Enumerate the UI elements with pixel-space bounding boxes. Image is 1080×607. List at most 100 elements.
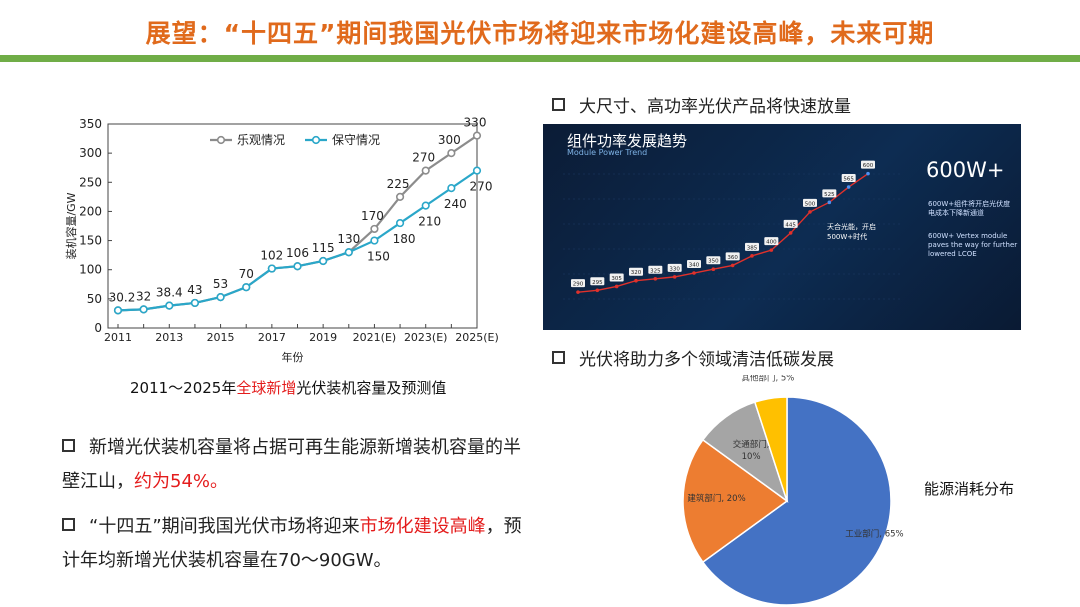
data-point [344,248,353,257]
photo-value-label: 290 [573,282,584,288]
legend-label: 保守情况 [332,133,380,147]
photo-point [769,248,774,252]
photo-point [788,231,793,235]
photo-value-label: 600 [863,163,874,169]
photo-value-label: 325 [650,268,661,274]
data-label: 180 [393,232,416,246]
data-label: 106 [286,246,309,260]
slide-title: 展望：“十四五”期间我国光伏市场将迎来市场化建设高峰，未来可期 [145,19,935,48]
photo-value-tag [764,237,779,246]
data-point [165,301,174,310]
data-label: 130 [337,232,360,246]
photo-point [808,210,812,214]
pie-slice-label: 交通部门, [733,439,770,450]
photo-subtitle: Module Power Trend [567,148,648,157]
pie-slice [682,438,789,564]
bullet-1-text: 新增光伏装机容量将占据可再生能源新增装机容量的半壁江山， [62,437,521,492]
data-point [139,305,148,314]
title-divider [0,55,1080,62]
data-point [242,283,251,292]
pie-slice-label: 其他部门, 5% [741,375,794,384]
data-point [319,256,328,266]
photo-value-label: 320 [631,270,642,276]
pie-slice-label: 10% [742,452,761,462]
data-label: 170 [361,209,384,223]
photo-value-tag [590,277,605,286]
photo-note-en: 600W+ Vertex module paves the way for fu… [928,232,1018,258]
x-tick-label: 2015 [207,331,235,344]
data-label: 270 [470,180,493,194]
photo-value-tag [687,260,701,269]
photo-point [614,284,619,289]
bullet-2-text: “十四五”期间我国光伏市场将迎来 [89,516,360,537]
photo-value-tag [706,256,721,265]
photo-point [576,290,580,294]
caption-prefix: 2011～2025年 [130,379,237,397]
data-label: 115 [312,241,335,255]
x-tick-label: 2023(E) [404,331,448,344]
x-tick-label: 2017 [258,331,286,344]
data-point [395,218,405,228]
data-point [370,224,379,234]
caption-suffix: 光伏装机容量及预测值 [296,379,447,397]
photo-value-label: 565 [843,177,854,183]
legend-marker [216,135,226,145]
photo-point [866,171,870,176]
energy-consumption-pie-chart: 工业部门, 65% 建筑部门, 20% 交通部门, 10% 其他部门, 5% [682,375,904,605]
data-label: 102 [260,249,283,263]
photo-value-label: 340 [689,263,700,269]
pie-slice-label: 建筑部门, 20% [687,493,745,504]
photo-point [846,185,851,189]
right-heading-2: 光伏将助力多个领域清洁低碳发展 [552,345,834,370]
x-axis-label: 年份 [282,350,304,364]
data-point [472,131,482,140]
photo-value-tag [571,279,585,288]
y-tick-label: 50 [87,292,102,306]
data-point [421,201,430,210]
x-tick-label: 2021(E) [353,331,397,344]
y-tick-label: 250 [79,175,102,189]
photo-callout: 天合光能，开启500W+时代 [827,223,876,241]
bullet-square-icon [62,518,75,531]
photo-point [653,276,658,281]
x-tick-label: 2013 [155,331,183,344]
y-tick-label: 200 [79,204,102,218]
photo-value-label: 500 [805,201,816,207]
legend-label: 乐观情况 [237,133,285,147]
data-point [293,262,302,271]
photo-value-label: 385 [747,245,758,251]
y-tick-label: 350 [79,117,102,131]
photo-value-label: 305 [611,276,622,282]
photo-value-label: 330 [669,266,680,272]
photo-value-tag [667,263,682,272]
data-point [472,166,482,175]
pie-slice [753,396,788,502]
photo-value-tag [609,273,624,282]
photo-value-tag [745,242,759,251]
data-label: 150 [367,250,390,264]
data-label: 38.4 [156,286,183,300]
photo-value-tag [803,198,817,207]
data-label: 300 [438,133,461,147]
bullet-1-highlight: 约为54%。 [134,471,229,492]
photo-value-tag [841,174,856,183]
bullet-2-text-end: ，预计年均新增光伏装机容量在70～90GW。 [62,516,522,571]
data-point [267,264,276,273]
photo-value-label: 360 [727,255,738,261]
data-label: 30.2 [109,290,136,304]
module-power-trend-plot: 290 295 305 320 325 330 340 350 360 385 400 445 500 5… [563,160,903,300]
data-point [395,192,405,201]
pie-slice-label: 工业部门, 65% [845,528,903,539]
line-chart-caption: 2011～2025年全球新增光伏装机容量及预测值 [130,377,446,398]
photo-big-label: 600W+ [926,158,1005,182]
data-label: 70 [239,267,254,281]
photo-value-label: 400 [766,240,777,246]
y-tick-label: 100 [79,263,102,277]
photo-value-label: 525 [824,192,835,198]
x-tick-label: 2019 [309,331,337,344]
photo-point [827,200,832,205]
bullet-square-icon [62,439,75,452]
photo-value-tag [648,265,663,274]
right-heading-1: 大尺寸、高功率光伏产品将快速放量 [552,92,851,117]
data-label: 240 [444,197,467,211]
